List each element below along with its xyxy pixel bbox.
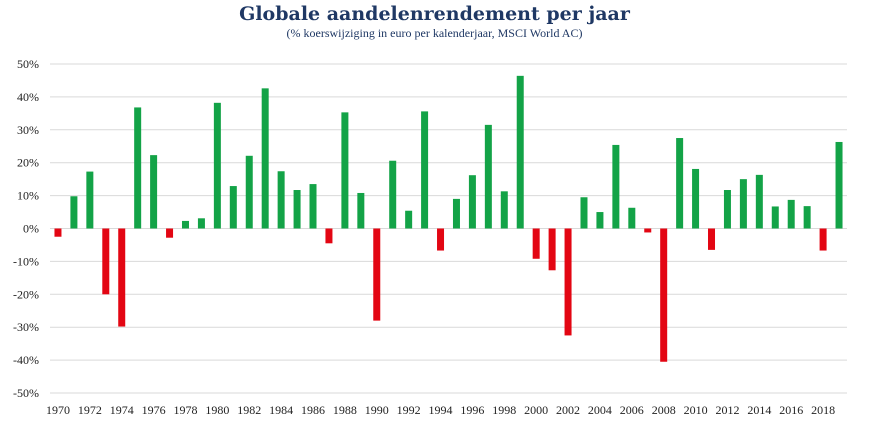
bar-1999 — [516, 75, 524, 229]
bar-2016 — [787, 199, 795, 229]
x-tick-label: 1996 — [460, 403, 484, 417]
y-tick-label: -10% — [13, 254, 39, 268]
bar-2011 — [708, 228, 716, 250]
bar-2018 — [819, 228, 827, 251]
bar-2000 — [532, 228, 540, 259]
bar-2017 — [803, 206, 811, 229]
y-tick-label: 10% — [17, 189, 39, 203]
bar-2005 — [612, 144, 620, 229]
y-tick-label: 30% — [17, 123, 39, 137]
bar-1992 — [405, 210, 413, 229]
bar-2012 — [723, 190, 731, 229]
bar-1998 — [500, 191, 508, 229]
y-tick-label: 0% — [23, 222, 39, 236]
y-tick-label: -30% — [13, 320, 39, 334]
y-tick-label: -20% — [13, 287, 39, 301]
bar-1982 — [245, 155, 253, 229]
bar-1972 — [86, 171, 94, 229]
x-tick-label: 2010 — [684, 403, 708, 417]
chart-subtitle: (% koerswijziging in euro per kalenderja… — [286, 26, 583, 40]
bar-1997 — [484, 124, 492, 229]
bar-1976 — [150, 155, 158, 229]
x-tick-label: 2016 — [779, 403, 803, 417]
bar-1989 — [357, 192, 365, 229]
x-tick-label: 1978 — [173, 403, 197, 417]
bar-1980 — [213, 102, 221, 229]
x-tick-label: 1984 — [269, 403, 293, 417]
x-tick-label: 1982 — [237, 403, 261, 417]
bar-1996 — [468, 175, 476, 229]
chart-title: Globale aandelenrendement per jaar — [239, 3, 630, 25]
gridlines — [50, 63, 847, 394]
y-tick-label: 40% — [17, 90, 39, 104]
bar-2006 — [628, 207, 636, 229]
x-tick-label: 1988 — [333, 403, 357, 417]
bar-1988 — [341, 112, 349, 229]
x-tick-label: 1972 — [78, 403, 102, 417]
bar-1985 — [293, 190, 301, 229]
bar-2010 — [692, 168, 700, 229]
x-tick-label: 1980 — [205, 403, 229, 417]
bar-1973 — [102, 228, 110, 295]
bar-1994 — [437, 228, 445, 251]
bar-2008 — [660, 228, 668, 362]
y-tick-label: 50% — [17, 57, 39, 71]
bar-1987 — [325, 228, 333, 244]
bar-1984 — [277, 171, 285, 229]
bar-1993 — [421, 111, 429, 229]
bar-1970 — [54, 228, 62, 237]
bar-1974 — [118, 228, 126, 327]
bar-2013 — [739, 179, 747, 229]
x-tick-label: 2004 — [588, 403, 612, 417]
bar-2004 — [596, 212, 604, 229]
bar-1977 — [166, 228, 174, 238]
x-tick-label: 1986 — [301, 403, 325, 417]
y-tick-label: -40% — [13, 353, 39, 367]
x-tick-label: 1990 — [365, 403, 389, 417]
x-tick-label: 2014 — [747, 403, 771, 417]
bars — [54, 75, 843, 362]
x-tick-label: 1976 — [142, 403, 166, 417]
bar-2009 — [676, 138, 684, 229]
bar-1971 — [70, 196, 78, 229]
x-tick-label: 1992 — [397, 403, 421, 417]
x-tick-label: 2002 — [556, 403, 580, 417]
y-tick-label: -50% — [13, 386, 39, 400]
bar-1986 — [309, 184, 317, 229]
x-tick-label: 2018 — [811, 403, 835, 417]
bar-1991 — [389, 160, 397, 229]
x-tick-label: 2008 — [652, 403, 676, 417]
bar-1990 — [373, 228, 381, 321]
y-axis: 50% 40% 30% 20% 10% 0% -10% -20% -30% -40% -50% — [13, 57, 39, 400]
x-tick-label: 1974 — [110, 403, 134, 417]
x-tick-label: 2012 — [715, 403, 739, 417]
x-axis: 1970 1972 1974 1976 1978 1980 1982 1984 1986 1988… — [46, 403, 835, 417]
bar-1979 — [197, 218, 205, 229]
bar-2015 — [771, 206, 779, 229]
bar-1981 — [229, 186, 237, 229]
bar-2014 — [755, 174, 763, 229]
x-tick-label: 2000 — [524, 403, 548, 417]
bar-1978 — [181, 220, 189, 229]
bar-1995 — [452, 198, 460, 229]
bar-2001 — [548, 228, 556, 271]
bar-1975 — [134, 107, 142, 229]
x-tick-label: 1994 — [429, 403, 453, 417]
x-tick-label: 1970 — [46, 403, 70, 417]
bar-2019 — [835, 141, 843, 229]
x-tick-label: 2006 — [620, 403, 644, 417]
bar-2007 — [644, 228, 652, 233]
y-tick-label: 20% — [17, 156, 39, 170]
bar-2003 — [580, 197, 588, 229]
bar-1983 — [261, 88, 269, 229]
bar-2002 — [564, 228, 572, 336]
x-tick-label: 1998 — [492, 403, 516, 417]
